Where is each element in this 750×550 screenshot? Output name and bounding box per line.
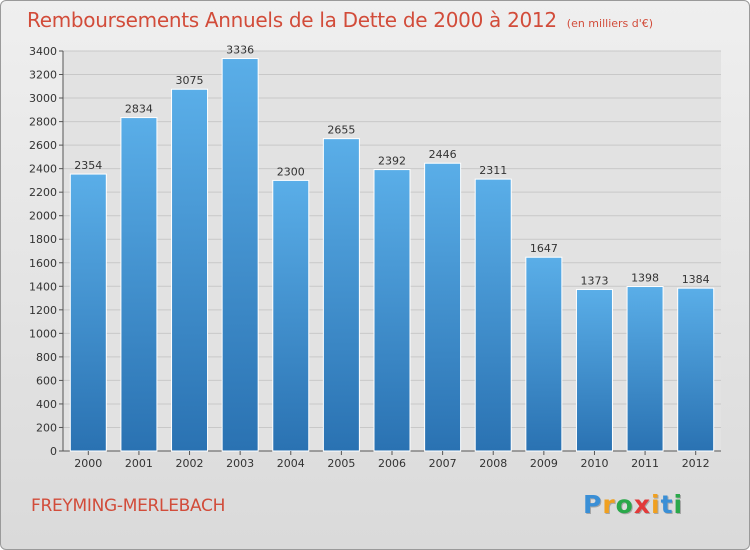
y-tick-label: 3200 xyxy=(29,69,57,82)
data-label-2010: 1373 xyxy=(580,274,608,287)
x-tick-label-2000: 2000 xyxy=(74,457,102,470)
y-tick-label: 1800 xyxy=(29,233,57,246)
bar-2007 xyxy=(424,162,462,452)
x-tick-label-2002: 2002 xyxy=(176,457,204,470)
x-tick-label-2005: 2005 xyxy=(327,457,355,470)
y-tick-label: 2600 xyxy=(29,139,57,152)
logo-letter: x xyxy=(633,490,651,519)
place-name: FREYMING-MERLEBACH xyxy=(31,496,226,516)
y-tick-label: 600 xyxy=(36,374,57,387)
logo-letter: t xyxy=(660,490,674,519)
logo-letter: r xyxy=(602,490,616,519)
y-tick-label: 3400 xyxy=(29,45,57,58)
chart-unit-note: (en milliers d'€) xyxy=(566,17,654,30)
bar-2009 xyxy=(525,256,563,452)
data-label-2006: 2392 xyxy=(378,155,406,168)
bar-2002 xyxy=(171,88,209,452)
x-tick-label-2008: 2008 xyxy=(479,457,507,470)
bar-2008 xyxy=(474,178,512,452)
data-label-2012: 1384 xyxy=(682,273,710,286)
x-tick-label-2006: 2006 xyxy=(378,457,406,470)
y-tick-label: 2200 xyxy=(29,186,57,199)
chart-title-text: Remboursements Annuels de la Dette de 20… xyxy=(27,8,557,32)
x-tick-label-2003: 2003 xyxy=(226,457,254,470)
y-tick-label: 3000 xyxy=(29,92,57,105)
x-tick-label-2001: 2001 xyxy=(125,457,153,470)
data-label-2011: 1398 xyxy=(631,272,659,285)
x-tick-label-2010: 2010 xyxy=(580,457,608,470)
x-tick-label-2007: 2007 xyxy=(429,457,457,470)
y-tick-label: 200 xyxy=(36,421,57,434)
x-tick-label-2012: 2012 xyxy=(682,457,710,470)
logo-letter: i xyxy=(673,490,684,519)
bar-2004 xyxy=(272,179,310,452)
logo-letter: P xyxy=(583,490,603,519)
chart-title: Remboursements Annuels de la Dette de 20… xyxy=(27,8,653,32)
x-tick-label-2004: 2004 xyxy=(277,457,305,470)
logo-letter: i xyxy=(651,490,661,519)
data-label-2003: 3336 xyxy=(226,44,254,57)
y-tick-label: 1200 xyxy=(29,304,57,317)
x-tick-label-2009: 2009 xyxy=(530,457,558,470)
y-tick-label: 1000 xyxy=(29,327,57,340)
data-label-2005: 2655 xyxy=(327,124,355,137)
y-tick-label: 800 xyxy=(36,351,57,364)
y-tick-label: 1400 xyxy=(29,280,57,293)
bar-2000 xyxy=(69,173,107,452)
y-tick-label: 2000 xyxy=(29,210,57,223)
bar-2005 xyxy=(322,138,360,452)
logo-letter: o xyxy=(615,490,634,519)
data-label-2008: 2311 xyxy=(479,164,507,177)
bar-2010 xyxy=(575,288,613,452)
bar-2003 xyxy=(221,58,259,452)
bar-2001 xyxy=(120,117,158,452)
y-tick-label: 1600 xyxy=(29,257,57,270)
bar-2012 xyxy=(677,287,715,452)
data-label-2009: 1647 xyxy=(530,242,558,255)
proxiti-logo: Proxiti xyxy=(583,490,683,519)
data-label-2001: 2834 xyxy=(125,103,153,116)
y-tick-label: 0 xyxy=(50,445,57,458)
y-tick-label: 2800 xyxy=(29,116,57,129)
data-label-2004: 2300 xyxy=(277,165,305,178)
y-tick-label: 2400 xyxy=(29,163,57,176)
bar-2006 xyxy=(373,169,411,452)
data-label-2007: 2446 xyxy=(429,148,457,161)
data-label-2002: 3075 xyxy=(176,74,204,87)
y-tick-label: 400 xyxy=(36,398,57,411)
bar-2011 xyxy=(626,286,664,452)
x-tick-label-2011: 2011 xyxy=(631,457,659,470)
data-label-2000: 2354 xyxy=(74,159,102,172)
